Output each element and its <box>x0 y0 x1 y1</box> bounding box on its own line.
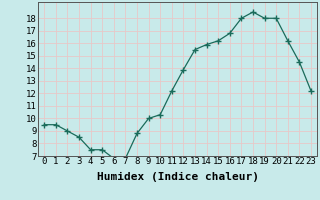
X-axis label: Humidex (Indice chaleur): Humidex (Indice chaleur) <box>97 172 259 182</box>
